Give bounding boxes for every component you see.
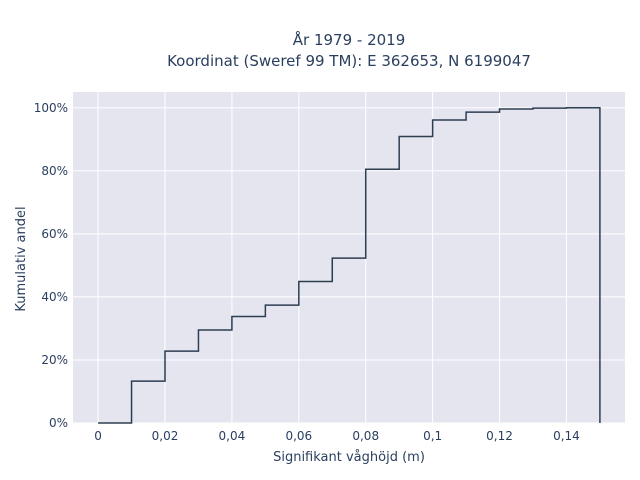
y-tick-label: 0% <box>49 416 68 430</box>
x-tick-label: 0,06 <box>285 429 312 443</box>
x-tick-label: 0,02 <box>152 429 179 443</box>
grid <box>73 92 625 424</box>
y-tick-label: 60% <box>41 227 68 241</box>
chart-subtitle: Koordinat (Sweref 99 TM): E 362653, N 61… <box>167 52 531 70</box>
series-layer <box>98 107 601 424</box>
y-axis-ticks: 0% 20% 40% 60% 80% 100% <box>34 101 68 430</box>
x-tick-label: 0,08 <box>352 429 379 443</box>
x-axis-label: Signifikant våghöjd (m) <box>273 450 425 465</box>
x-axis-ticks: 0 0,02 0,04 0,06 0,08 0,1 0,12 0,14 <box>94 429 580 443</box>
x-tick-label: 0 <box>94 429 102 443</box>
x-tick-label: 0,04 <box>219 429 246 443</box>
y-tick-label: 40% <box>41 290 68 304</box>
x-tick-label: 0,1 <box>423 429 442 443</box>
y-tick-label: 80% <box>41 164 68 178</box>
chart-title: År 1979 - 2019 <box>293 30 406 49</box>
cumulative-series-line <box>98 107 601 424</box>
x-tick-label: 0,14 <box>553 429 580 443</box>
x-tick-label: 0,12 <box>486 429 513 443</box>
y-tick-label: 100% <box>34 101 68 115</box>
y-tick-label: 20% <box>41 353 68 367</box>
y-axis-label: Kumulativ andel <box>14 206 29 311</box>
